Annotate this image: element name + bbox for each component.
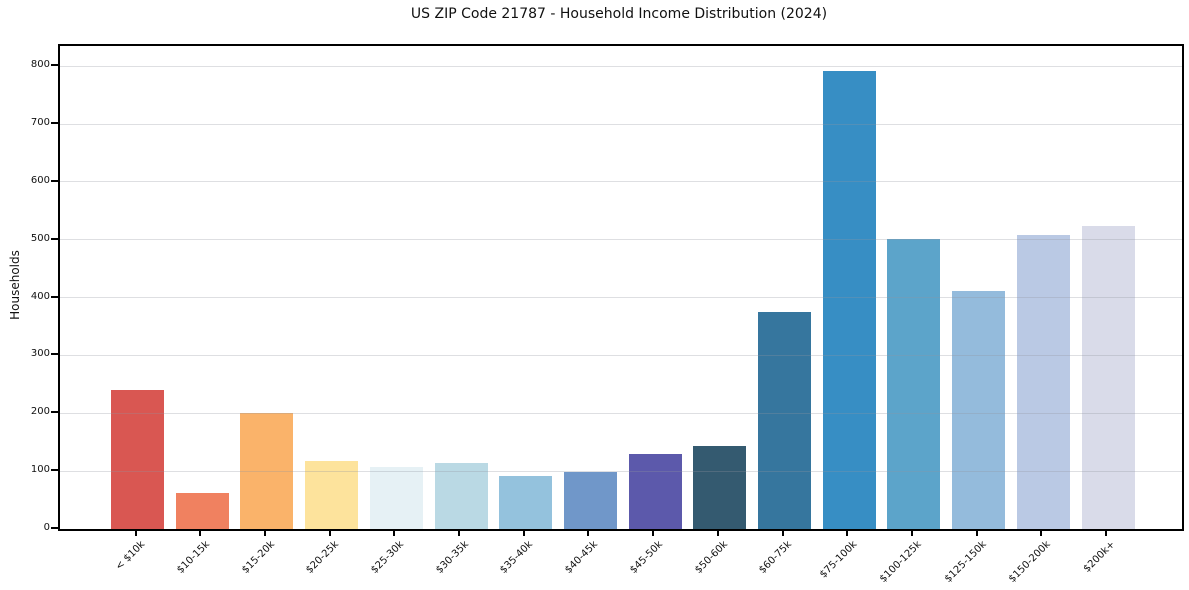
x-tick-mark — [1040, 529, 1043, 536]
x-tick-label: $125-150k — [942, 539, 989, 585]
y-tick-mark — [51, 469, 58, 472]
bar-$75-100k — [822, 70, 876, 529]
y-tick-label: 300 — [30, 348, 50, 360]
x-tick-mark — [781, 529, 784, 536]
x-tick-mark — [587, 529, 590, 536]
bar-$40-45k — [563, 472, 617, 529]
bar-$200k+ — [1081, 225, 1135, 529]
x-tick-label: $15-20k — [239, 539, 277, 576]
y-tick-mark — [51, 353, 58, 356]
y-tick-label: 700 — [30, 117, 50, 129]
bar-$125-150k — [952, 290, 1006, 529]
x-tick-label: $35-40k — [498, 539, 536, 576]
x-tick-mark — [263, 529, 266, 536]
x-tick-label: $50-60k — [692, 539, 730, 576]
x-tick-mark — [652, 529, 655, 536]
x-tick-label: $60-75k — [757, 539, 795, 576]
y-axis-label: Households — [8, 250, 22, 320]
y-tick-mark — [51, 64, 58, 67]
x-tick-label: $20-25k — [304, 539, 342, 576]
bar-$25-30k — [369, 466, 423, 529]
bar-$100-125k — [887, 239, 941, 529]
y-tick-label: 600 — [30, 174, 50, 186]
y-tick-label: 200 — [30, 406, 50, 418]
chart-title: US ZIP Code 21787 - Household Income Dis… — [410, 6, 828, 22]
x-tick-mark — [393, 529, 396, 536]
x-tick-label: $100-125k — [877, 539, 924, 585]
y-tick-label: 100 — [30, 464, 50, 476]
x-tick-label: < $10k — [113, 539, 148, 573]
y-tick-label: 800 — [30, 59, 50, 71]
x-tick-mark — [975, 529, 978, 536]
x-tick-mark — [910, 529, 913, 536]
y-tick-label: 0 — [43, 522, 50, 533]
bar-$10-15k — [175, 493, 229, 529]
x-tick-label: $30-35k — [433, 539, 471, 576]
x-tick-label: $200k+ — [1081, 539, 1118, 575]
x-tick-mark — [458, 529, 460, 536]
y-tick-mark — [51, 237, 58, 240]
bar-< $10k — [111, 389, 164, 529]
bar-$30-35k — [434, 463, 488, 529]
bar-$20-25k — [305, 461, 359, 529]
bar-$35-40k — [499, 475, 553, 529]
bar-$50-60k — [693, 446, 747, 529]
x-tick-mark — [328, 529, 331, 536]
bar-$45-50k — [628, 453, 682, 529]
y-tick-label: 500 — [30, 232, 50, 244]
y-tick-mark — [51, 179, 58, 182]
bar-$150-200k — [1016, 234, 1070, 529]
x-tick-mark — [134, 529, 137, 536]
y-tick-mark — [51, 295, 58, 298]
y-tick-label: 400 — [30, 290, 50, 302]
x-tick-label: $75-100k — [817, 539, 859, 581]
x-tick-mark — [716, 529, 719, 536]
bar-$60-75k — [758, 311, 811, 529]
x-tick-mark — [1105, 529, 1107, 536]
y-tick-mark — [51, 411, 58, 414]
bars-layer — [60, 46, 1182, 529]
y-tick-mark — [51, 122, 58, 125]
x-tick-label: $25-30k — [369, 539, 407, 576]
x-tick-label: $10-15k — [175, 539, 212, 576]
x-tick-label: $40-45k — [563, 539, 601, 576]
plot-area — [58, 44, 1184, 531]
y-tick-mark — [51, 527, 58, 529]
x-tick-mark — [199, 529, 202, 536]
x-tick-mark — [846, 529, 849, 536]
x-tick-mark — [522, 529, 525, 536]
x-tick-label: $150-200k — [1007, 539, 1054, 585]
x-tick-label: $45-50k — [627, 539, 665, 576]
bar-$15-20k — [240, 412, 294, 529]
